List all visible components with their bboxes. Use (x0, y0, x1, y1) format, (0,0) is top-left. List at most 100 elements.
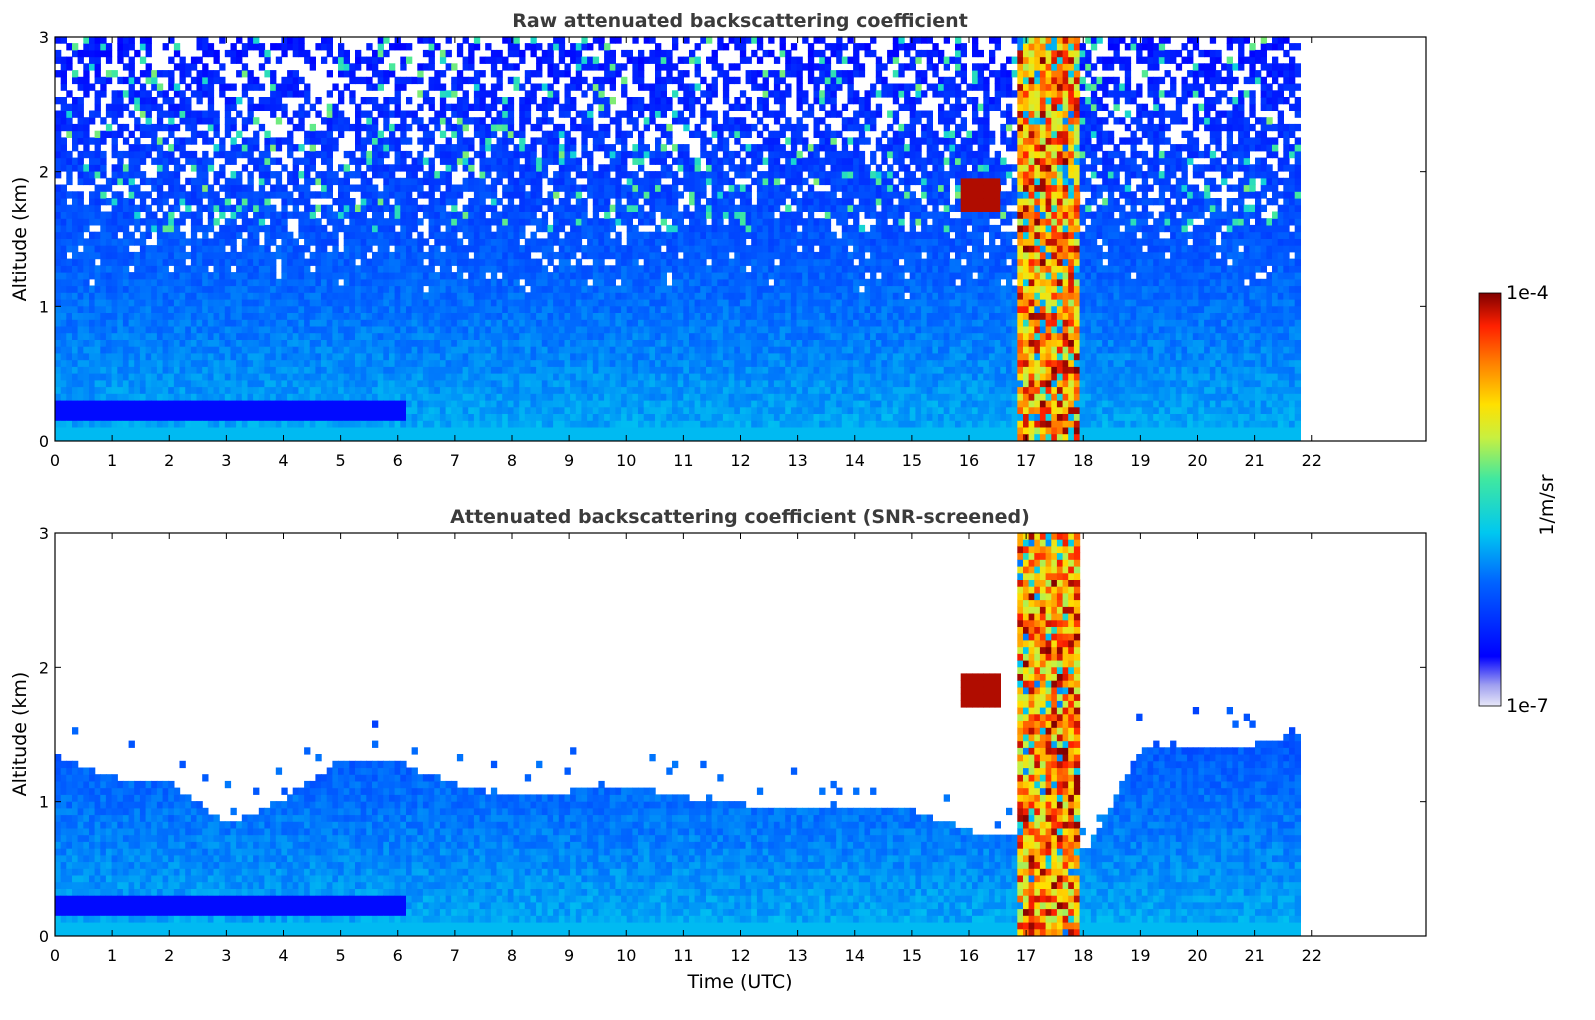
heatmap-cell (236, 279, 242, 286)
heatmap-cell (55, 319, 61, 326)
heatmap-cell (468, 198, 474, 205)
heatmap-cell (163, 198, 169, 205)
heatmap-cell (112, 104, 118, 111)
heatmap-cell (219, 63, 225, 70)
heatmap-cell (163, 353, 169, 360)
heatmap-cell (457, 191, 463, 198)
heatmap-cell (123, 151, 129, 158)
heatmap-cell (429, 319, 435, 326)
heatmap-cell (191, 339, 197, 346)
heatmap-cell (89, 57, 95, 64)
heatmap-cell (180, 407, 186, 414)
heatmap-cell (581, 427, 587, 434)
heatmap-cell (474, 353, 480, 360)
heatmap-cell (338, 205, 344, 212)
heatmap-cell (100, 191, 106, 198)
heatmap-cell (225, 97, 231, 104)
heatmap-cell (197, 191, 203, 198)
heatmap-cell (151, 393, 157, 400)
heatmap-cell (298, 252, 304, 259)
heatmap-cell (548, 144, 554, 151)
heatmap-cell (310, 420, 316, 427)
heatmap-cell (598, 265, 604, 272)
heatmap-cell (525, 306, 531, 313)
heatmap-cell (497, 353, 503, 360)
heatmap-cell (395, 292, 401, 299)
heatmap-cell (502, 313, 508, 320)
heatmap-cell (298, 393, 304, 400)
heatmap-cell (276, 407, 282, 414)
heatmap-cell (474, 131, 480, 138)
heatmap-cell (559, 104, 565, 111)
heatmap-cell (395, 346, 401, 353)
heatmap-cell (604, 360, 610, 367)
heatmap-cell (604, 313, 610, 320)
heatmap-cell (344, 373, 350, 380)
heatmap-cell (485, 420, 491, 427)
heatmap-cell (219, 407, 225, 414)
heatmap-cell (400, 313, 406, 320)
heatmap-cell (100, 393, 106, 400)
heatmap-cell (485, 360, 491, 367)
heatmap-cell (202, 70, 208, 77)
heatmap-cell (366, 366, 372, 373)
heatmap-cell (117, 414, 123, 421)
heatmap-cell (55, 57, 61, 64)
heatmap-cell (565, 286, 571, 293)
heatmap-cell (66, 339, 72, 346)
heatmap-cell (451, 232, 457, 239)
heatmap-cell (604, 205, 610, 212)
heatmap-cell (491, 212, 497, 219)
heatmap-cell (446, 286, 452, 293)
heatmap-cell (89, 252, 95, 259)
heatmap-cell (581, 151, 587, 158)
heatmap-cell (519, 50, 525, 57)
heatmap-cell (548, 198, 554, 205)
heatmap-cell (242, 346, 248, 353)
heatmap-cell (502, 292, 508, 299)
heatmap-cell (253, 245, 259, 252)
heatmap-cell (248, 198, 254, 205)
heatmap-cell (463, 232, 469, 239)
heatmap-cell (197, 286, 203, 293)
heatmap-cell (610, 70, 616, 77)
heatmap-cell (134, 339, 140, 346)
heatmap-cell (174, 380, 180, 387)
heatmap-cell (559, 360, 565, 367)
heatmap-cell (332, 420, 338, 427)
heatmap-cell (174, 198, 180, 205)
heatmap-cell (281, 360, 287, 367)
heatmap-cell (542, 137, 548, 144)
heatmap-cell (106, 393, 112, 400)
heatmap-cell (332, 117, 338, 124)
heatmap-cell (112, 144, 118, 151)
heatmap-cell (168, 84, 174, 91)
heatmap-cell (519, 245, 525, 252)
heatmap-cell (151, 292, 157, 299)
heatmap-cell (146, 111, 152, 118)
heatmap-cell (78, 117, 84, 124)
heatmap-cell (163, 272, 169, 279)
heatmap-cell (236, 171, 242, 178)
heatmap-cell (140, 414, 146, 421)
heatmap-cell (242, 380, 248, 387)
heatmap-cell (615, 427, 621, 434)
heatmap-cell (253, 292, 259, 299)
heatmap-cell (610, 306, 616, 313)
heatmap-cell (576, 326, 582, 333)
heatmap-cell (112, 400, 118, 407)
heatmap-cell (259, 292, 265, 299)
heatmap-cell (412, 178, 418, 185)
heatmap-cell (276, 279, 282, 286)
heatmap-cell (372, 346, 378, 353)
heatmap-cell (615, 252, 621, 259)
heatmap-cell (553, 400, 559, 407)
heatmap-cell (140, 104, 146, 111)
heatmap-cell (287, 232, 293, 239)
heatmap-cell (78, 346, 84, 353)
heatmap-cell (463, 124, 469, 131)
heatmap-cell (259, 333, 265, 340)
heatmap-cell (355, 387, 361, 394)
heatmap-cell (389, 346, 395, 353)
heatmap-cell (514, 178, 520, 185)
